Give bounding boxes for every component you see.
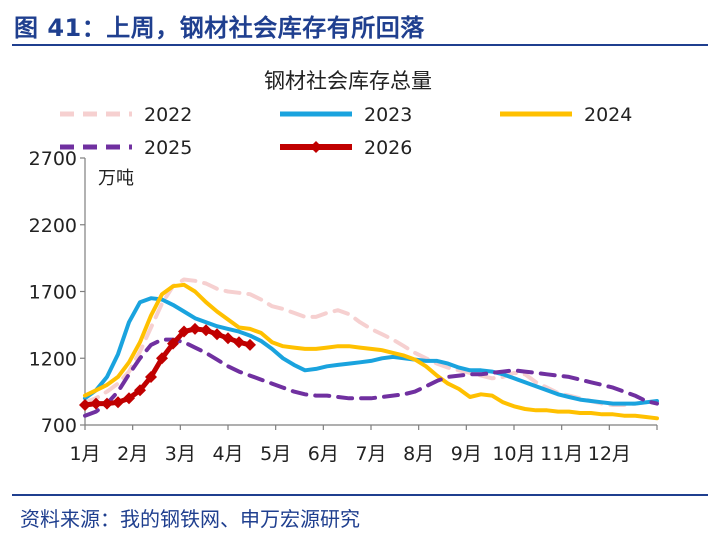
series-line-2026	[82, 326, 253, 408]
x-tick-label: 4月	[212, 443, 243, 465]
title-divider	[12, 44, 708, 46]
y-tick-label: 2200	[29, 215, 77, 237]
x-tick-label: 7月	[355, 443, 386, 465]
figure-title: 图 41：上周，钢材社会库存有所回落	[14, 14, 425, 42]
series-line-2025	[83, 337, 659, 418]
x-tick-label: 8月	[403, 443, 434, 465]
x-tick-label: 12月	[588, 443, 631, 465]
x-tick-label: 6月	[308, 443, 339, 465]
x-tick-label: 9月	[451, 443, 482, 465]
y-tick-label: 1700	[29, 282, 77, 304]
data-point-2026	[145, 370, 157, 383]
x-tick-label: 1月	[69, 443, 100, 465]
data-point-2026	[167, 337, 179, 350]
legend-label-2026: 2026	[364, 137, 412, 159]
data-point-2026	[244, 338, 256, 351]
legend-label-2024: 2024	[584, 104, 632, 126]
source-note: 资料来源：我的钢铁网、申万宏源研究	[20, 507, 360, 531]
x-tick-label: 3月	[165, 443, 196, 465]
chart-axes: 700 1200 1700 2200 2700 1月 2月 3月 4月 5月 6月 7月 8月 9月 10月…	[29, 148, 658, 465]
y-tick-label: 700	[41, 415, 77, 437]
data-point-2026	[112, 396, 124, 409]
data-point-2026	[178, 325, 190, 338]
y-tick-label: 2700	[29, 148, 77, 170]
data-point-2026	[79, 398, 91, 411]
y-axis-unit-label: 万吨	[98, 168, 134, 189]
data-point-2026	[189, 322, 201, 335]
footer-divider	[12, 494, 708, 496]
legend-label-2023: 2023	[364, 104, 412, 126]
chart-title: 钢材社会库存总量	[264, 69, 432, 93]
series-line-2024	[83, 282, 659, 421]
data-point-2026	[101, 397, 113, 410]
series-layer	[79, 277, 659, 421]
data-point-2026	[200, 324, 212, 337]
data-point-2026	[134, 384, 146, 397]
legend-marker-2026	[310, 141, 322, 153]
inventory-line-chart: 钢材社会库存总量 2022 2023 2024 2025 2026 万吨 700 1200…	[29, 69, 659, 465]
data-point-2026	[123, 392, 135, 405]
x-tick-label: 5月	[260, 443, 291, 465]
legend-label-2022: 2022	[144, 104, 192, 126]
data-point-2026	[222, 332, 234, 345]
series-line-2023	[83, 296, 659, 406]
x-tick-label: 11月	[540, 443, 583, 465]
data-point-2026	[211, 328, 223, 341]
data-point-2026	[156, 352, 168, 365]
y-tick-label: 1200	[29, 348, 77, 370]
data-point-2026	[233, 336, 245, 349]
x-tick-label: 10月	[492, 443, 535, 465]
x-tick-label: 2月	[117, 443, 148, 465]
data-point-2026	[90, 397, 102, 410]
legend-label-2025: 2025	[144, 137, 192, 159]
chart-legend: 2022 2023 2024 2025 2026	[60, 104, 632, 159]
